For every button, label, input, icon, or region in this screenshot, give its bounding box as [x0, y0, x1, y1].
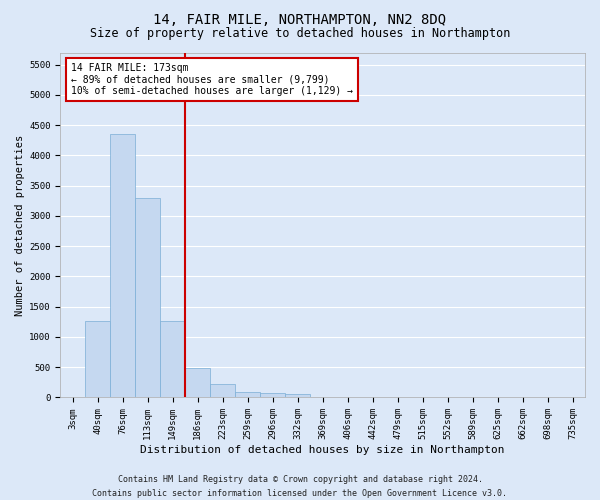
X-axis label: Distribution of detached houses by size in Northampton: Distribution of detached houses by size … — [140, 445, 505, 455]
Bar — [185, 368, 210, 398]
Bar — [85, 320, 110, 398]
Bar — [160, 320, 185, 398]
Y-axis label: Number of detached properties: Number of detached properties — [15, 134, 25, 316]
Text: Contains HM Land Registry data © Crown copyright and database right 2024.
Contai: Contains HM Land Registry data © Crown c… — [92, 476, 508, 498]
Text: Size of property relative to detached houses in Northampton: Size of property relative to detached ho… — [90, 28, 510, 40]
Bar — [136, 198, 160, 398]
Bar — [285, 394, 310, 398]
Bar — [260, 393, 285, 398]
Bar — [110, 134, 136, 398]
Bar — [210, 384, 235, 398]
Text: 14, FAIR MILE, NORTHAMPTON, NN2 8DQ: 14, FAIR MILE, NORTHAMPTON, NN2 8DQ — [154, 12, 446, 26]
Bar — [235, 392, 260, 398]
Text: 14 FAIR MILE: 173sqm
← 89% of detached houses are smaller (9,799)
10% of semi-de: 14 FAIR MILE: 173sqm ← 89% of detached h… — [71, 63, 353, 96]
